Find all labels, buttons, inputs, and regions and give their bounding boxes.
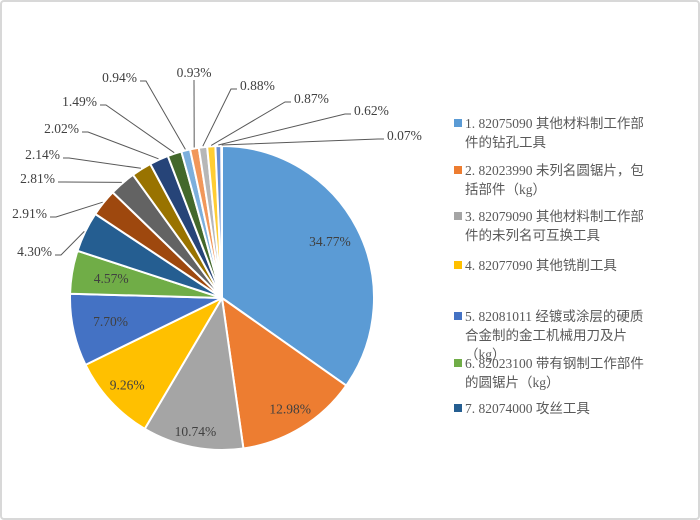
legend-text-line: 的圆锯片（kg）: [465, 373, 698, 392]
slice-value-label: 7.70%: [93, 314, 128, 329]
pie-slice-18: [221, 146, 222, 298]
chart-frame: 34.77% 12.98% 10.74% 9.26% 7.70% 4.57% 4.30% 2.…: [0, 0, 700, 520]
slice-value-label: 0.88%: [240, 78, 275, 93]
legend-text-line: 7. 82074000 攻丝工具: [465, 399, 698, 418]
slice-value-label: 9.26%: [110, 378, 145, 393]
slice-value-label: 0.62%: [354, 103, 389, 118]
slice-value-label: 4.57%: [94, 271, 129, 286]
legend-item-1: 1. 82075090 其他材料制工作部件的钻孔工具: [452, 114, 698, 152]
slice-value-label: 2.91%: [12, 206, 47, 221]
leader-line: [82, 132, 159, 159]
leader-line: [140, 81, 185, 149]
leader-line: [100, 105, 174, 153]
legend-text-line: 4. 82077090 其他铣削工具: [465, 256, 698, 275]
legend-marker-icon: [454, 404, 462, 412]
legend-text-line: 3. 82079090 其他材料制工作部: [465, 207, 698, 226]
leader-line: [63, 158, 141, 168]
slice-value-label: 10.74%: [175, 424, 217, 439]
legend-item-2: 2. 82023990 未列名圆锯片，包括部件（kg）: [452, 161, 698, 199]
legend-text-line: 合金制的金工机械用刀及片: [465, 326, 698, 345]
legend-item-3: 3. 82079090 其他材料制工作部件的未列名可互换工具: [452, 207, 698, 245]
slice-value-label: 2.14%: [25, 147, 60, 162]
legend: 1. 82075090 其他材料制工作部件的钻孔工具 2. 82023990 未列…: [452, 2, 698, 518]
legend-item-text: 4. 82077090 其他铣削工具: [452, 256, 698, 275]
slice-value-label: 0.07%: [387, 128, 422, 143]
leader-line: [203, 89, 237, 146]
legend-marker-icon: [454, 119, 462, 127]
legend-text-line: 括部件（kg）: [465, 180, 698, 199]
slice-value-label: 12.98%: [269, 402, 311, 417]
legend-marker-icon: [454, 312, 462, 320]
legend-marker-icon: [454, 212, 462, 220]
slice-value-label: 2.02%: [44, 121, 79, 136]
legend-marker-icon: [454, 359, 462, 367]
slice-value-label: 0.94%: [102, 70, 137, 85]
leader-line: [211, 102, 291, 145]
legend-item-text: 3. 82079090 其他材料制工作部件的未列名可互换工具: [452, 207, 698, 245]
legend-item-4: 4. 82077090 其他铣削工具: [452, 256, 698, 275]
legend-item-6: 6. 82023100 带有钢制工作部件的圆锯片（kg）: [452, 354, 698, 392]
slice-value-label: 1.49%: [62, 94, 97, 109]
legend-text-line: 2. 82023990 未列名圆锯片，包: [465, 161, 698, 180]
slice-value-label: 2.81%: [20, 171, 55, 186]
legend-marker-icon: [454, 261, 462, 269]
legend-text-line: 件的钻孔工具: [465, 133, 698, 152]
slice-value-label: 0.93%: [177, 65, 212, 80]
legend-text-line: 6. 82023100 带有钢制工作部件: [465, 354, 698, 373]
slice-value-label: 34.77%: [309, 234, 351, 249]
legend-item-7: 7. 82074000 攻丝工具: [452, 399, 698, 418]
legend-text-line: 5. 82081011 经镀或涂层的硬质: [465, 307, 698, 326]
legend-item-text: 6. 82023100 带有钢制工作部件的圆锯片（kg）: [452, 354, 698, 392]
legend-item-text: 2. 82023990 未列名圆锯片，包括部件（kg）: [452, 161, 698, 199]
legend-item-text: 7. 82074000 攻丝工具: [452, 399, 698, 418]
slice-value-label: 0.87%: [294, 91, 329, 106]
legend-text-line: 1. 82075090 其他材料制工作部: [465, 114, 698, 133]
slice-value-label: 4.30%: [17, 244, 52, 259]
leader-line: [222, 139, 384, 145]
legend-marker-icon: [454, 166, 462, 174]
legend-item-text: 1. 82075090 其他材料制工作部件的钻孔工具: [452, 114, 698, 152]
legend-text-line: 件的未列名可互换工具: [465, 226, 698, 245]
